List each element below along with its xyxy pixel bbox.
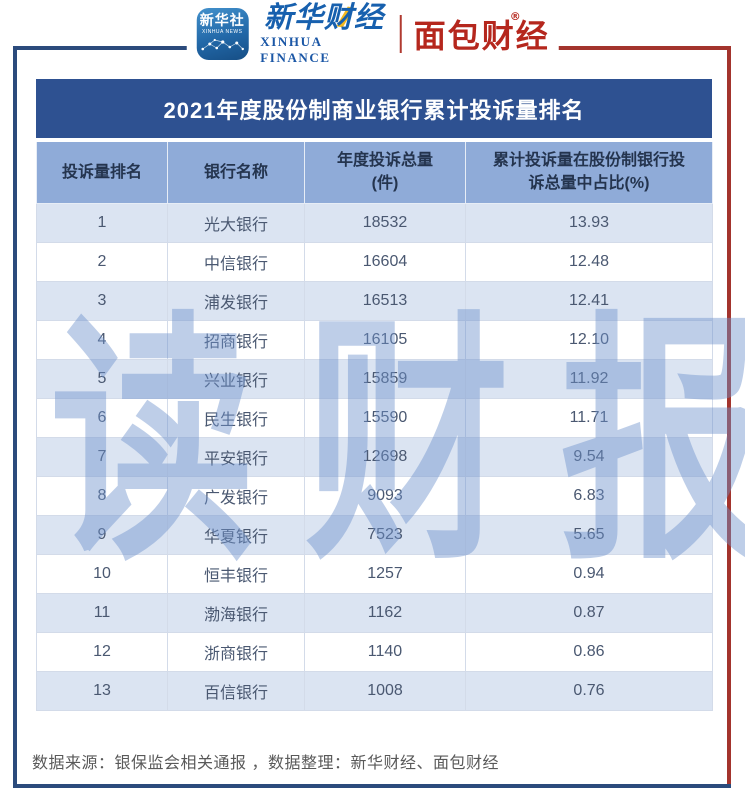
pct-share-cell: 9.54 (465, 436, 713, 477)
pct-share-cell: 0.76 (465, 670, 713, 711)
rank-cell: 3 (36, 280, 168, 321)
table-row: 10 恒丰银行 1257 0.94 (36, 553, 713, 594)
rank-cell: 7 (36, 436, 168, 477)
table-row: 5 兴业银行 15859 11.92 (36, 358, 713, 399)
complaints-ranking-table: 投诉量排名 银行名称 年度投诉总量 (件) 累计投诉量在股份制银行投诉总量中占比… (36, 142, 713, 711)
col-header-total-line1: 年度投诉总量 (336, 152, 433, 170)
table-row: 4 招商银行 16105 12.10 (36, 319, 713, 360)
rank-cell: 8 (36, 475, 168, 516)
table-row: 6 民生银行 15590 11.71 (36, 397, 713, 438)
logo-bar: 新华社 XINHUA NEWS 新华财经 XINHUA FINANCE (186, 2, 559, 65)
bank-name-cell: 广发银行 (167, 475, 305, 516)
rank-cell: 11 (36, 592, 168, 633)
pct-share-cell: 11.71 (465, 397, 713, 438)
col-header-bank: 银行名称 (167, 142, 305, 204)
bank-name-cell: 百信银行 (167, 670, 305, 711)
frame-top-left-segment (13, 46, 191, 50)
registered-trademark-icon: ® (509, 10, 523, 24)
bank-name-cell: 华夏银行 (167, 514, 305, 555)
bank-name-cell: 光大银行 (167, 202, 305, 243)
col-header-total-line2: (件) (371, 175, 399, 193)
frame-top-right-segment (553, 46, 731, 50)
total-complaints-cell: 1162 (304, 592, 466, 633)
rank-cell: 9 (36, 514, 168, 555)
bank-name-cell: 浙商银行 (167, 631, 305, 672)
col-header-rank: 投诉量排名 (36, 142, 168, 204)
total-complaints-cell: 15590 (304, 397, 466, 438)
xinhua-finance-logo: 新华财经 XINHUA FINANCE (260, 2, 387, 65)
bank-name-cell: 平安银行 (167, 436, 305, 477)
pct-share-cell: 12.10 (465, 319, 713, 360)
total-complaints-cell: 9093 (304, 475, 466, 516)
logo-divider (399, 15, 402, 53)
table-body: 1 光大银行 18532 13.93 2 中信银行 16604 12.48 3 … (36, 202, 713, 711)
rank-cell: 6 (36, 397, 168, 438)
bread-finance-cn: 面包财经 (413, 17, 550, 55)
pct-share-cell: 0.86 (465, 631, 713, 672)
rank-cell: 10 (36, 553, 168, 594)
xinhua-news-label: 新华社 (199, 12, 245, 28)
table-title: 2021年度股份制商业银行累计投诉量排名 (36, 79, 712, 138)
table-row: 3 浦发银行 16513 12.41 (36, 280, 713, 321)
pct-share-cell: 5.65 (465, 514, 713, 555)
rank-cell: 2 (36, 241, 168, 282)
total-complaints-cell: 18532 (304, 202, 466, 243)
total-complaints-cell: 15859 (304, 358, 466, 399)
network-constellation-icon (200, 39, 244, 51)
pct-share-cell: 11.92 (465, 358, 713, 399)
table-row: 8 广发银行 9093 6.83 (36, 475, 713, 516)
table-row: 12 浙商银行 1140 0.86 (36, 631, 713, 672)
bank-name-cell: 恒丰银行 (167, 553, 305, 594)
total-complaints-cell: 16513 (304, 280, 466, 321)
frame-bottom-border (13, 784, 731, 788)
pct-share-cell: 0.87 (465, 592, 713, 633)
bank-name-cell: 渤海银行 (167, 592, 305, 633)
total-complaints-cell: 16105 (304, 319, 466, 360)
bank-name-cell: 民生银行 (167, 397, 305, 438)
table-row: 13 百信银行 1008 0.76 (36, 670, 713, 711)
total-complaints-cell: 1140 (304, 631, 466, 672)
bank-name-cell: 招商银行 (167, 319, 305, 360)
table-row: 1 光大银行 18532 13.93 (36, 202, 713, 243)
table-row: 11 渤海银行 1162 0.87 (36, 592, 713, 633)
table-row: 2 中信银行 16604 12.48 (36, 241, 713, 282)
bank-name-cell: 浦发银行 (167, 280, 305, 321)
col-header-total: 年度投诉总量 (件) (304, 142, 466, 204)
total-complaints-cell: 1257 (304, 553, 466, 594)
pct-share-cell: 12.41 (465, 280, 713, 321)
total-complaints-cell: 7523 (304, 514, 466, 555)
frame-left-border (13, 46, 17, 788)
table-row: 9 华夏银行 7523 5.65 (36, 514, 713, 555)
table-row: 7 平安银行 12698 9.54 (36, 436, 713, 477)
pct-share-cell: 13.93 (465, 202, 713, 243)
xinhua-news-sublabel: XINHUA NEWS (201, 29, 243, 36)
total-complaints-cell: 12698 (304, 436, 466, 477)
bread-finance-logo: 面包财经® (413, 10, 550, 57)
pct-share-cell: 12.48 (465, 241, 713, 282)
rank-cell: 4 (36, 319, 168, 360)
bank-name-cell: 兴业银行 (167, 358, 305, 399)
table-card: 2021年度股份制商业银行累计投诉量排名 投诉量排名 银行名称 年度投诉总量 (… (36, 79, 713, 711)
xinhua-finance-cn: 新华财经 (263, 0, 384, 35)
total-complaints-cell: 1008 (304, 670, 466, 711)
pct-share-cell: 6.83 (465, 475, 713, 516)
rank-cell: 5 (36, 358, 168, 399)
rank-cell: 12 (36, 631, 168, 672)
rank-cell: 13 (36, 670, 168, 711)
pct-share-cell: 0.94 (465, 553, 713, 594)
xinhua-finance-en: XINHUA FINANCE (260, 33, 331, 65)
source-note: 数据来源：银保监会相关通报 ，数据整理：新华财经、面包财经 (32, 755, 499, 772)
total-complaints-cell: 16604 (304, 241, 466, 282)
xinhua-news-app-icon: 新华社 XINHUA NEWS (196, 8, 249, 60)
rank-cell: 1 (36, 202, 168, 243)
frame-right-border (727, 46, 731, 788)
header-row: 投诉量排名 银行名称 年度投诉总量 (件) 累计投诉量在股份制银行投诉总量中占比… (36, 142, 713, 204)
bank-name-cell: 中信银行 (167, 241, 305, 282)
col-header-pct: 累计投诉量在股份制银行投诉总量中占比(%) (465, 142, 713, 204)
